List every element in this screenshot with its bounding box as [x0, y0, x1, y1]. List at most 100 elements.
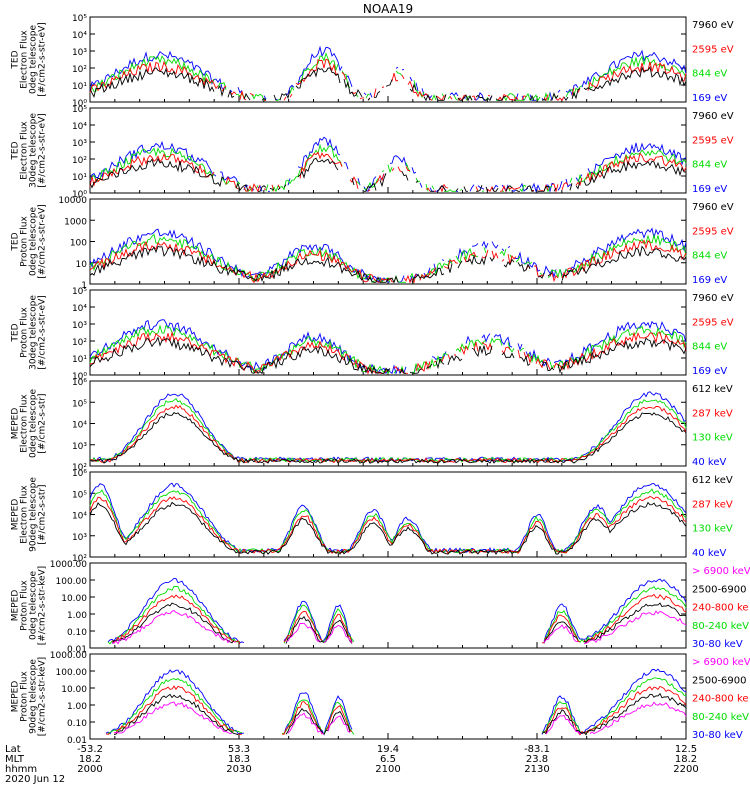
- legend-entry: 30-80 keV: [692, 730, 743, 741]
- y-axis-label: MEPEDElectron Flux90deg telescope[#/cm2-…: [11, 477, 48, 552]
- series-traces: [90, 392, 686, 463]
- y-tick-label: 10⁴: [72, 512, 87, 522]
- y-axis-label-line: [#/cm2-s-str]: [38, 393, 48, 453]
- x-tick-label-hhmm: 2130: [524, 764, 549, 775]
- y-axis-label-line: [#/cm2-s-str-eV]: [38, 204, 48, 279]
- legend-entry: 130 keV: [692, 524, 733, 535]
- series-traces: [90, 229, 686, 283]
- legend-entry: 2595 eV: [692, 317, 734, 328]
- legend-entry: 80-240 keV: [692, 712, 749, 723]
- series-line-red: [90, 152, 686, 191]
- y-tick-label: 100.00: [56, 668, 88, 678]
- legend-entry: 30-80 keV: [692, 639, 743, 650]
- y-tick-label: 10³: [72, 533, 87, 543]
- legend-entry: 7960 eV: [692, 111, 734, 122]
- series-line-black: [90, 67, 686, 100]
- y-tick-label: 10: [76, 260, 88, 270]
- series-traces: [108, 578, 686, 643]
- y-axis-label: TEDElectron Flux30deg telescope[#/cm2-s-…: [11, 113, 48, 188]
- legend-entry: 7960 eV: [692, 202, 734, 213]
- legend-entry: 844 eV: [692, 342, 727, 353]
- legend-entry: 844 eV: [692, 160, 727, 171]
- panel-7: 0.010.101.0010.00100.001000.00MEPEDProto…: [11, 560, 750, 655]
- legend-entry: 2595 eV: [692, 44, 734, 55]
- y-tick-label: 10²: [72, 156, 87, 166]
- legend-entry: 130 keV: [692, 433, 733, 444]
- legend-entry: > 6900 keV: [692, 657, 750, 668]
- series-line-black: [90, 158, 686, 191]
- series-line-black: [112, 603, 686, 644]
- legend-entry: 169 eV: [692, 93, 727, 104]
- y-tick-label: 0.10: [67, 719, 87, 729]
- legend-entry: 7960 eV: [692, 293, 734, 304]
- y-axis-label-line: [#/cm2-s-str-eV]: [38, 295, 48, 370]
- series-line-magenta: [114, 702, 686, 734]
- y-tick-label: 10⁴: [72, 421, 87, 431]
- legend-entry: 2500-6900: [692, 584, 747, 595]
- legend-entry: > 6900 keV: [692, 566, 750, 577]
- y-tick-label: 10¹: [72, 173, 87, 183]
- legend-entry: 240-800 ke: [692, 694, 749, 705]
- legend-entry: 2595 eV: [692, 226, 734, 237]
- legend-entry: 169 eV: [692, 275, 727, 286]
- panel-8: 0.010.101.0010.00100.001000.00MEPEDProto…: [11, 651, 750, 746]
- panel-frame: [90, 17, 686, 102]
- x-tick-label-hhmm: 2030: [226, 764, 251, 775]
- y-axis-label: TEDProton Flux0deg telescope[#/cm2-s-str…: [11, 204, 48, 279]
- panel-frame: [90, 290, 686, 375]
- y-tick-label: 1000: [64, 217, 87, 227]
- series-line-black: [90, 338, 686, 374]
- y-tick-label: 1.00: [67, 611, 87, 621]
- series-line-red: [90, 333, 686, 374]
- series-line-blue: [90, 392, 686, 462]
- y-tick-label: 10⁶: [72, 469, 87, 479]
- legend-entry: 612 keV: [692, 475, 733, 486]
- panel-frame: [90, 108, 686, 193]
- y-axis-label-line: [#/cm2-s-str-keV]: [38, 566, 48, 645]
- y-tick-label: 10⁶: [72, 378, 87, 388]
- legend-entry: 844 eV: [692, 251, 727, 262]
- series-line-green: [90, 399, 686, 462]
- y-tick-label: 10²: [72, 338, 87, 348]
- x-tick-label-hhmm: 2100: [375, 764, 400, 775]
- series-line-red: [90, 59, 686, 100]
- legend-entry: 40 keV: [692, 548, 726, 559]
- series-line-red: [112, 594, 686, 643]
- y-tick-label: 10000: [58, 196, 87, 206]
- series-line-red: [90, 241, 686, 283]
- y-tick-label: 10⁵: [72, 399, 87, 409]
- series-traces: [90, 137, 686, 191]
- legend-entry: 612 keV: [692, 384, 733, 395]
- date-label: 2020 Jun 12: [5, 774, 65, 785]
- y-tick-label: 100.00: [56, 577, 88, 587]
- series-traces: [90, 483, 686, 554]
- y-tick-label: 10.00: [61, 594, 87, 604]
- series-traces: [106, 669, 686, 735]
- legend-entry: 240-800 ke: [692, 603, 749, 614]
- y-tick-label: 1000.00: [50, 651, 87, 661]
- y-tick-label: 10³: [72, 442, 87, 452]
- y-axis-label-line: [#/cm2-s-str]: [38, 484, 48, 544]
- y-tick-label: 10²: [72, 65, 87, 75]
- y-tick-label: 10⁵: [72, 105, 87, 115]
- y-axis-label: MEPEDProton Flux0deg telescope[#/cm2-s-s…: [11, 566, 48, 645]
- y-tick-label: 10⁴: [72, 304, 87, 314]
- y-tick-label: 10⁴: [72, 31, 87, 41]
- y-axis-label-line: [#/cm2-s-str-keV]: [38, 657, 48, 736]
- y-tick-label: 10¹: [72, 82, 87, 92]
- y-tick-label: 1000.00: [50, 560, 87, 570]
- y-axis-label: MEPEDElectron Flux0deg telescope[#/cm2-s…: [11, 389, 48, 459]
- series-line-green: [90, 145, 686, 191]
- chart-title: NOAA19: [363, 2, 413, 16]
- legend-entry: 169 eV: [692, 366, 727, 377]
- y-tick-label: 10⁵: [72, 14, 87, 24]
- legend-entry: 40 keV: [692, 457, 726, 468]
- y-tick-label: 0.10: [67, 628, 87, 638]
